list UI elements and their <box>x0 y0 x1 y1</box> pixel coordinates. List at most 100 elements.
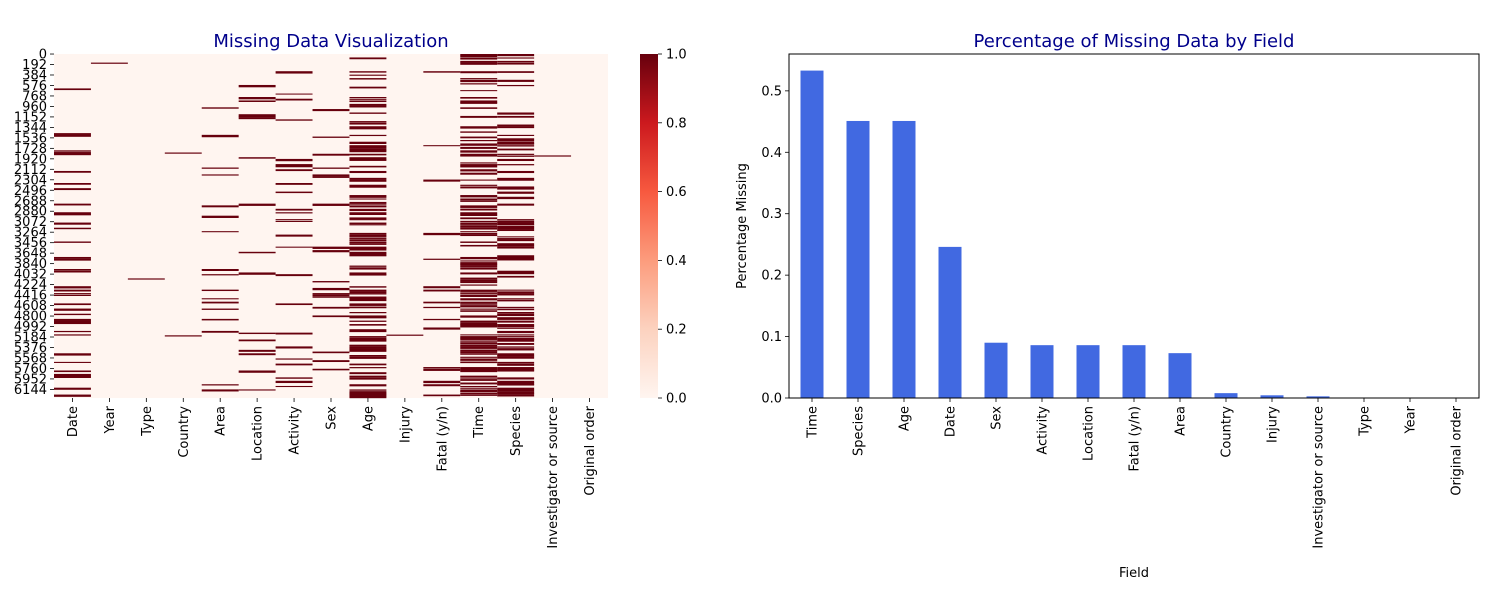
heatmap-column-label: Country <box>177 406 192 458</box>
heatmap-missing-cell <box>275 71 313 74</box>
heatmap-column-label: Area <box>214 406 229 436</box>
bar <box>1306 396 1330 398</box>
heatmap-missing-cell <box>497 387 535 390</box>
heatmap-missing-cell <box>349 286 387 288</box>
heatmap-missing-cell <box>460 231 498 233</box>
heatmap-missing-cell <box>349 315 387 318</box>
heatmap-row-tick-label: 1536 <box>14 131 47 146</box>
heatmap-missing-cell <box>460 379 498 381</box>
heatmap-missing-cell <box>349 324 387 326</box>
heatmap-missing-cell <box>349 367 387 369</box>
heatmap-missing-cell <box>54 153 91 156</box>
heatmap-column-label: Species <box>509 406 524 456</box>
heatmap-row-tick-label: 2496 <box>14 184 47 199</box>
heatmap-missing-cell <box>201 205 239 208</box>
heatmap-missing-cell <box>349 203 387 205</box>
heatmap-missing-cell <box>497 244 535 247</box>
heatmap-missing-cell <box>497 317 535 320</box>
heatmap-missing-cell <box>164 335 202 337</box>
heatmap-missing-cell <box>497 355 535 357</box>
heatmap-missing-cell <box>201 330 239 333</box>
heatmap-missing-cell <box>460 212 498 215</box>
heatmap-missing-cell <box>460 385 498 388</box>
heatmap-missing-cell <box>349 122 387 125</box>
heatmap-missing-cell <box>275 165 313 168</box>
bar <box>846 120 870 399</box>
heatmap-missing-cell <box>201 167 239 169</box>
heatmap-missing-cell <box>54 370 91 373</box>
heatmap-missing-cell <box>497 143 535 145</box>
heatmap-missing-cell <box>423 394 461 397</box>
heatmap-missing-cell <box>497 141 535 144</box>
heatmap-missing-cell <box>349 98 387 100</box>
heatmap-missing-cell <box>460 320 498 323</box>
heatmap-missing-cell <box>460 153 498 157</box>
heatmap-missing-cell <box>275 158 313 162</box>
heatmap-missing-cell <box>497 353 535 356</box>
heatmap-missing-cell <box>497 306 535 308</box>
heatmap-missing-cell <box>54 394 91 397</box>
heatmap-missing-cell <box>497 330 535 334</box>
heatmap-missing-cell <box>349 306 387 309</box>
heatmap-missing-cell <box>497 220 535 223</box>
heatmap-missing-cell <box>54 361 91 363</box>
heatmap-missing-cell <box>312 176 350 178</box>
heatmap-missing-cell <box>238 370 276 373</box>
heatmap-row-tick-label: 192 <box>22 58 47 73</box>
heatmap-row-tick-label: 4416 <box>14 289 47 304</box>
heatmap-missing-cell <box>460 186 498 189</box>
heatmap-row-tick-label: 5568 <box>14 351 47 366</box>
heatmap-missing-cell <box>460 71 498 74</box>
heatmap-missing-cell <box>54 286 91 289</box>
bar-x-tick-label: Country <box>1220 406 1235 458</box>
heatmap-missing-cell <box>54 303 91 306</box>
heatmap-missing-cell <box>349 148 387 151</box>
heatmap-missing-cell <box>497 394 535 397</box>
heatmap-missing-cell <box>349 234 387 237</box>
bar-x-tick-label: Type <box>1358 406 1373 437</box>
bar-chart-title: Percentage of Missing Data by Field <box>974 31 1295 52</box>
heatmap-missing-cell <box>460 107 498 109</box>
heatmap-missing-cell <box>54 294 91 296</box>
heatmap-missing-cell <box>460 131 498 133</box>
heatmap-missing-cell <box>460 356 498 358</box>
heatmap-missing-cell <box>275 385 313 388</box>
heatmap-missing-cell <box>275 208 313 211</box>
heatmap-missing-cell <box>312 351 350 354</box>
heatmap-missing-cell <box>349 145 387 148</box>
heatmap-missing-cell <box>460 349 498 352</box>
heatmap-row-tick-label: 4032 <box>14 268 47 283</box>
heatmap-missing-cell <box>497 327 535 329</box>
heatmap-missing-cell <box>54 320 91 323</box>
heatmap-missing-cell <box>54 373 91 377</box>
heatmap-missing-cell <box>423 145 461 147</box>
heatmap-missing-cell <box>386 334 424 336</box>
heatmap-column-label: Sex <box>325 406 340 430</box>
heatmap-missing-cell <box>460 360 498 362</box>
bar-y-tick-label: 0.5 <box>761 84 782 99</box>
bar-chart-panel: Percentage of Missing Data by Field 0.00… <box>735 31 1480 581</box>
heatmap-missing-cell <box>497 325 535 328</box>
heatmap-missing-cell <box>349 348 387 351</box>
heatmap-missing-cell <box>460 370 498 373</box>
heatmap-missing-cell <box>349 267 387 270</box>
heatmap-missing-cell <box>497 155 535 157</box>
heatmap-missing-cell <box>460 126 498 129</box>
heatmap-column-ticks: Date Year Type Country Area Location Activity S… <box>66 398 598 549</box>
heatmap-missing-cell <box>460 337 498 340</box>
heatmap-missing-cell <box>497 134 535 136</box>
bar <box>1122 345 1146 398</box>
heatmap-missing-cell <box>497 382 535 385</box>
heatmap-missing-cell <box>460 346 498 349</box>
heatmap-missing-cell <box>460 208 498 211</box>
heatmap-missing-cell <box>349 97 387 99</box>
bar-x-tick-label: Injury <box>1266 406 1281 443</box>
heatmap-panel: Missing Data Visualization 0192384576768… <box>14 31 608 549</box>
heatmap-missing-cell <box>460 224 498 226</box>
heatmap-missing-cell <box>460 341 498 343</box>
heatmap-missing-cell <box>54 241 91 243</box>
heatmap-missing-cell <box>312 296 350 298</box>
heatmap-missing-cell <box>460 382 498 385</box>
heatmap-missing-cell <box>238 332 276 335</box>
heatmap-missing-cell <box>201 215 239 218</box>
